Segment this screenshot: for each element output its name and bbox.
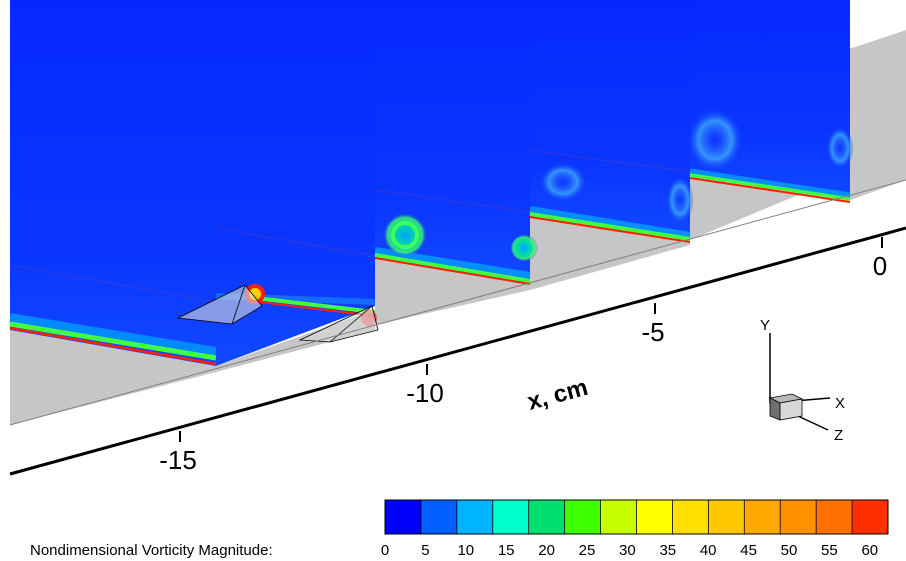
x-axis-ticks: -15 -10 -5 0 (159, 237, 887, 475)
colorbar-swatch (600, 500, 637, 534)
colorbar-swatch (420, 500, 458, 534)
vorticity-plane-3 (374, 0, 538, 285)
x-axis-tick-label: -5 (641, 317, 664, 347)
colorbar-swatch (385, 500, 422, 534)
colorbar-tick-label: 5 (421, 542, 429, 559)
x-axis-line (9, 226, 906, 476)
triad-z-label: Z (834, 427, 843, 444)
colorbar-tick-label: 10 (457, 542, 474, 559)
vorticity-plane-5 (687, 0, 854, 203)
colorbar-swatch (780, 500, 817, 534)
colorbar-title: Nondimensional Vorticity Magnitude: (30, 542, 273, 559)
colorbar-swatch (816, 500, 853, 534)
colorbar-swatch (564, 500, 602, 534)
vorticity-plane-2 (215, 0, 377, 366)
x-axis-tick-label: -15 (159, 445, 197, 475)
colorbar-tick-label: 0 (381, 542, 389, 559)
colorbar-tick-label: 55 (821, 542, 838, 559)
wall-lower-edge (9, 179, 906, 426)
colorbar-swatch (636, 500, 673, 534)
colorbar-swatch (528, 500, 566, 534)
colorbar: 0 5 10 15 20 25 30 35 40 45 50 55 60 Nondimensional … (30, 499, 889, 559)
colorbar-tick-label: 35 (659, 542, 676, 559)
vortex-generator-2 (298, 305, 379, 343)
colorbar-swatch (672, 500, 709, 534)
colorbar-tick-label: 20 (538, 542, 555, 559)
colorbar-swatch (744, 500, 781, 534)
colorbar-tick-label: 45 (740, 542, 757, 559)
colorbar-swatch (456, 500, 494, 534)
vortex-generator-1 (176, 284, 263, 325)
x-axis-tick-label: 0 (873, 251, 887, 281)
colorbar-tick-label: 30 (619, 542, 636, 559)
colorbar-tick-label: 60 (861, 542, 878, 559)
colorbar-tick-label: 15 (498, 542, 515, 559)
colorbar-swatch (708, 500, 745, 534)
vorticity-plane-1 (9, 0, 217, 366)
colorbar-swatch (492, 500, 530, 534)
triad-y-label: Y (760, 317, 770, 334)
colorbar-swatch (852, 500, 889, 534)
colorbar-tick-label: 25 (579, 542, 596, 559)
x-axis-title: x, cm (525, 374, 591, 416)
vorticity-plane-4 (529, 0, 694, 243)
triad-x-label: X (835, 395, 845, 412)
colorbar-tick-label: 40 (700, 542, 717, 559)
colorbar-tick-label: 50 (781, 542, 798, 559)
x-axis-tick-label: -10 (406, 378, 444, 408)
coordinate-triad: Y X Z (760, 317, 845, 444)
